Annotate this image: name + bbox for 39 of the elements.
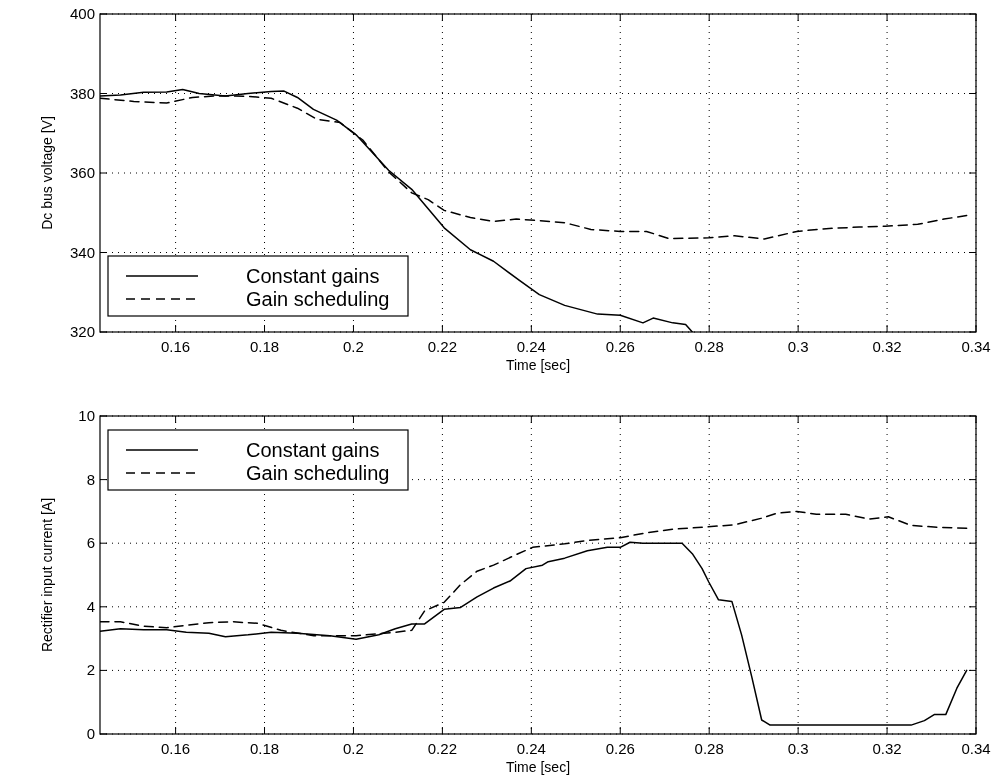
y-tick-label: 10	[78, 407, 95, 424]
y-axis-title: Rectifier input current [A]	[39, 497, 55, 653]
x-tick-label: 0.16	[160, 740, 191, 757]
y-tick-label: 340	[69, 243, 95, 261]
x-tick-label: 0.34	[961, 338, 991, 355]
x-tick-label: 0.22	[427, 338, 457, 355]
x-tick-label: 0.3	[787, 338, 809, 355]
x-tick-label: 0.28	[694, 740, 724, 757]
x-axis-title: Time [sec]	[505, 759, 571, 775]
y-tick-label: 6	[86, 534, 95, 552]
x-axis-title: Time [sec]	[505, 357, 571, 373]
y-tick-label: 8	[86, 470, 95, 488]
y-axis-title: Dc bus voltage [V]	[39, 116, 55, 230]
x-tick-label: 0.2	[343, 338, 364, 355]
x-tick-label: 0.3	[787, 740, 809, 757]
x-tick-label: 0.16	[160, 338, 191, 355]
legend-label: Constant gains	[246, 439, 380, 461]
x-tick-label: 0.18	[249, 740, 280, 757]
y-tick-label: 320	[69, 323, 95, 340]
x-tick-label: 0.26	[605, 338, 635, 355]
x-tick-label: 0.22	[427, 740, 457, 757]
x-tick-label: 0.18	[249, 338, 280, 355]
legend-label: Gain scheduling	[246, 462, 390, 484]
y-tick-label: 0	[86, 725, 95, 742]
y-tick-label: 4	[86, 597, 95, 615]
x-tick-label: 0.28	[694, 338, 724, 355]
x-tick-label: 0.34	[961, 740, 991, 757]
x-tick-label: 0.2	[343, 740, 364, 757]
y-tick-label: 2	[86, 661, 95, 679]
x-tick-label: 0.24	[516, 740, 546, 757]
x-tick-label: 0.32	[872, 740, 902, 757]
y-tick-label: 360	[69, 164, 95, 181]
legend-label: Constant gains	[246, 265, 380, 287]
y-tick-label: 400	[69, 5, 95, 22]
legend-label: Gain scheduling	[246, 288, 390, 310]
x-tick-label: 0.32	[872, 338, 902, 355]
x-tick-label: 0.24	[516, 338, 546, 355]
x-tick-label: 0.26	[605, 740, 635, 757]
y-tick-label: 380	[69, 84, 95, 102]
